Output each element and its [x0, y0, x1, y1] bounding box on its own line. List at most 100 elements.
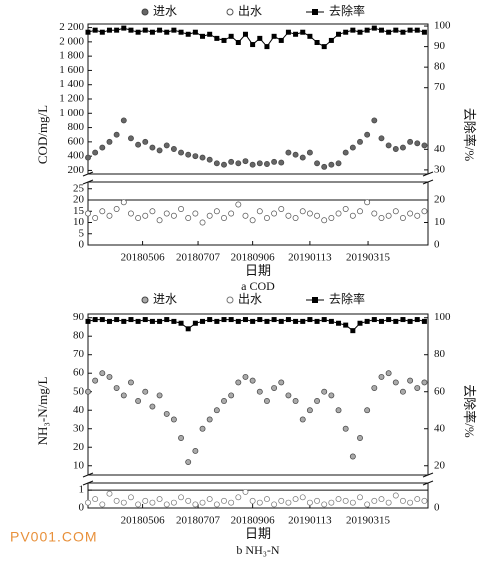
- data-point: [135, 318, 141, 324]
- data-point: [235, 379, 242, 386]
- data-point: [321, 44, 327, 50]
- data-point: [256, 208, 263, 215]
- data-point: [314, 398, 321, 404]
- data-point: [200, 318, 206, 324]
- data-point: [135, 398, 142, 404]
- data-point: [121, 25, 127, 31]
- data-point: [135, 215, 142, 221]
- data-point: [378, 135, 385, 142]
- data-point: [235, 318, 241, 324]
- data-point: [314, 212, 321, 219]
- y-tick-label: 10: [73, 459, 85, 471]
- data-point: [242, 31, 248, 37]
- data-point: [307, 33, 313, 39]
- data-point: [178, 494, 185, 501]
- data-point: [85, 318, 91, 324]
- data-point: [328, 392, 335, 399]
- y-tick-label: 30: [73, 422, 85, 434]
- data-point: [135, 501, 142, 508]
- y2-tick-label: 0: [434, 502, 440, 514]
- data-point: [400, 29, 406, 35]
- data-point: [149, 499, 156, 506]
- data-point: [321, 317, 327, 323]
- data-point: [278, 379, 285, 386]
- data-point: [106, 318, 112, 324]
- data-point: [421, 142, 428, 149]
- y2-tick-label: 80: [434, 61, 446, 73]
- data-point: [285, 149, 292, 156]
- data-point: [214, 318, 220, 324]
- y2-tick-label: 40: [434, 422, 446, 434]
- data-point: [185, 497, 192, 504]
- data-point: [250, 318, 256, 324]
- data-point: [264, 318, 270, 324]
- data-point: [285, 499, 292, 506]
- data-point: [170, 212, 177, 219]
- data-point: [407, 138, 414, 145]
- data-point: [378, 318, 384, 324]
- data-point: [336, 320, 342, 326]
- data-point: [278, 206, 285, 212]
- legend-label: 去除率: [329, 3, 365, 18]
- data-point: [271, 33, 277, 39]
- data-point: [113, 497, 120, 504]
- data-point: [235, 39, 241, 45]
- data-point: [114, 27, 120, 33]
- data-point: [171, 27, 177, 33]
- data-point: [264, 44, 270, 50]
- data-point: [127, 135, 134, 142]
- data-point: [371, 385, 378, 391]
- data-point: [207, 31, 213, 37]
- data-point: [163, 410, 170, 417]
- data-point: [92, 377, 99, 384]
- y-tick-label: 60: [73, 367, 85, 379]
- y-tick-label: 400: [68, 150, 85, 162]
- data-point: [200, 33, 206, 39]
- data-point: [178, 320, 184, 326]
- data-point: [213, 208, 220, 215]
- data-point: [206, 496, 213, 503]
- data-point: [292, 151, 299, 158]
- axis-break: [82, 480, 94, 486]
- data-point: [85, 29, 91, 35]
- legend-label: 出水: [238, 292, 262, 306]
- data-point: [106, 490, 113, 497]
- data-point: [271, 385, 278, 391]
- data-point: [378, 496, 385, 503]
- data-point: [299, 154, 306, 161]
- data-point: [213, 501, 220, 508]
- data-point: [271, 158, 278, 165]
- data-point: [142, 138, 149, 145]
- data-point: [414, 27, 420, 33]
- data-point: [249, 377, 256, 384]
- y-tick-label: 40: [73, 404, 85, 416]
- data-point: [364, 199, 371, 206]
- data-point: [178, 206, 185, 212]
- y-axis-label: COD/mg/L: [35, 105, 50, 164]
- data-point: [314, 497, 321, 504]
- data-point: [328, 318, 334, 324]
- data-point: [156, 217, 163, 224]
- data-point: [142, 317, 148, 323]
- data-point: [407, 377, 414, 384]
- data-point: [392, 146, 399, 152]
- data-point: [371, 317, 377, 323]
- data-point: [228, 210, 235, 217]
- data-point: [421, 29, 427, 35]
- data-point: [228, 33, 234, 39]
- data-point: [278, 159, 285, 166]
- data-point: [149, 144, 156, 151]
- data-point: [263, 215, 270, 221]
- data-point: [99, 370, 106, 377]
- data-point: [206, 212, 213, 219]
- data-point: [106, 212, 113, 219]
- x-tick-label: 20180506: [121, 252, 166, 264]
- data-point: [185, 31, 191, 37]
- data-point: [407, 210, 414, 217]
- data-point: [113, 385, 120, 391]
- data-point: [256, 388, 263, 395]
- y2-axis-label: 去除率/%: [462, 108, 477, 162]
- data-point: [113, 206, 120, 212]
- data-point: [350, 328, 356, 334]
- y2-tick-label: 20: [434, 194, 446, 206]
